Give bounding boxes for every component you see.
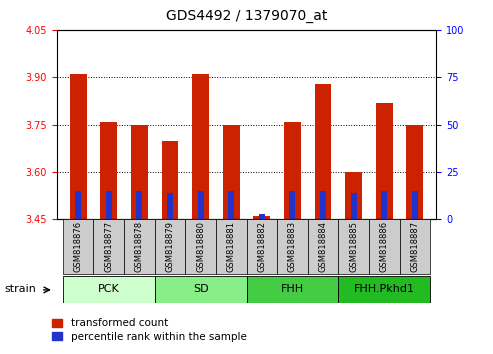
Text: strain: strain: [4, 284, 36, 294]
Text: PCK: PCK: [98, 284, 120, 295]
Bar: [167, 193, 173, 219]
Bar: [216, 219, 246, 274]
Bar: [315, 84, 331, 219]
Bar: [198, 191, 204, 219]
Text: GSM818881: GSM818881: [227, 221, 236, 273]
Bar: [253, 216, 270, 219]
Text: FHH: FHH: [281, 284, 304, 295]
Bar: [351, 193, 356, 219]
Text: GSM818879: GSM818879: [166, 221, 175, 273]
Bar: [320, 191, 326, 219]
Bar: [70, 74, 87, 219]
Bar: [338, 276, 430, 303]
Bar: [131, 125, 148, 219]
Text: GSM818887: GSM818887: [410, 221, 420, 273]
Bar: [228, 191, 234, 219]
Bar: [308, 219, 338, 274]
Bar: [369, 219, 399, 274]
Bar: [246, 276, 338, 303]
Text: FHH.Pkhd1: FHH.Pkhd1: [354, 284, 415, 295]
Bar: [406, 125, 423, 219]
Bar: [381, 191, 387, 219]
Bar: [100, 122, 117, 219]
Text: GSM818886: GSM818886: [380, 221, 389, 273]
Text: GSM818884: GSM818884: [318, 221, 327, 273]
Text: GDS4492 / 1379070_at: GDS4492 / 1379070_at: [166, 9, 327, 23]
Text: GSM818882: GSM818882: [257, 221, 266, 273]
Legend: transformed count, percentile rank within the sample: transformed count, percentile rank withi…: [52, 319, 246, 342]
Bar: [155, 219, 185, 274]
Bar: [185, 219, 216, 274]
Bar: [376, 103, 393, 219]
Bar: [137, 191, 142, 219]
Bar: [124, 219, 155, 274]
Text: GSM818876: GSM818876: [73, 221, 83, 273]
Bar: [259, 214, 265, 219]
Text: SD: SD: [193, 284, 209, 295]
Bar: [412, 191, 418, 219]
Bar: [223, 125, 240, 219]
Text: GSM818885: GSM818885: [349, 221, 358, 273]
Bar: [192, 74, 209, 219]
Text: GSM818880: GSM818880: [196, 221, 205, 273]
Bar: [284, 122, 301, 219]
Bar: [63, 219, 94, 274]
Bar: [94, 219, 124, 274]
Bar: [155, 276, 246, 303]
Bar: [277, 219, 308, 274]
Bar: [162, 141, 178, 219]
Text: GSM818878: GSM818878: [135, 221, 144, 273]
Bar: [338, 219, 369, 274]
Bar: [289, 191, 295, 219]
Bar: [399, 219, 430, 274]
Bar: [246, 219, 277, 274]
Bar: [106, 191, 112, 219]
Bar: [63, 276, 155, 303]
Bar: [75, 191, 81, 219]
Text: GSM818877: GSM818877: [104, 221, 113, 273]
Bar: [345, 172, 362, 219]
Text: GSM818883: GSM818883: [288, 221, 297, 273]
